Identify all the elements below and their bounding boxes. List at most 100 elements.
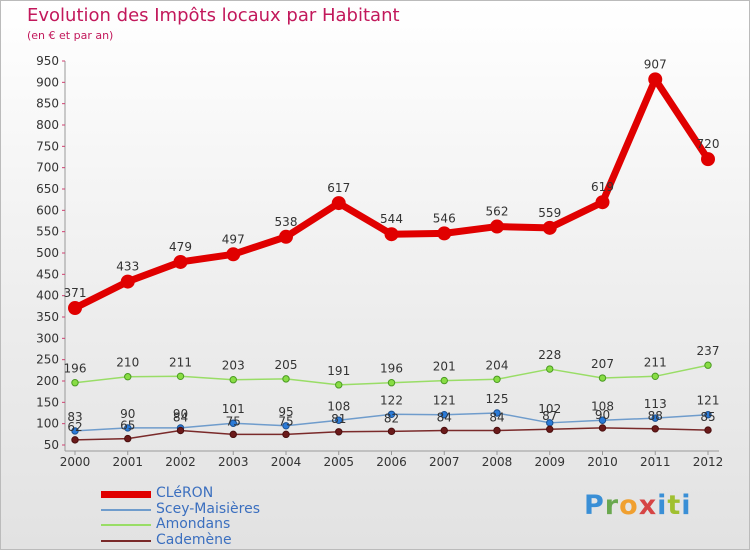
- y-tick-label: 50: [44, 438, 59, 452]
- x-tick-label: 2010: [587, 455, 618, 469]
- y-tick-label: 800: [36, 118, 59, 132]
- data-point: [387, 379, 396, 387]
- data-point: [71, 379, 79, 387]
- x-tick-label: 2002: [165, 455, 196, 469]
- proxiti-logo: Proxiti: [584, 490, 692, 521]
- chart-data-labels: 196 210 211 203 205 191 196 201 204 228 207 211 237 8…: [64, 57, 720, 434]
- legend-swatch: [101, 508, 151, 511]
- data-point: [598, 424, 607, 432]
- data-point: [437, 226, 452, 241]
- data-label: 237: [697, 344, 720, 358]
- data-label: 433: [116, 260, 139, 274]
- data-label: 62: [67, 420, 82, 434]
- chart-title: Evolution des Impôts locaux par Habitant: [27, 5, 400, 26]
- data-label: 101: [222, 402, 245, 416]
- x-tick-label: 2003: [218, 455, 249, 469]
- y-tick-label: 450: [36, 267, 59, 281]
- data-point: [282, 422, 290, 430]
- data-label: 907: [644, 57, 667, 71]
- data-point: [279, 229, 293, 244]
- data-point: [651, 425, 659, 433]
- data-point: [598, 374, 607, 382]
- y-tick-label: 300: [36, 331, 59, 345]
- data-point: [282, 430, 290, 439]
- data-label: 546: [433, 211, 456, 225]
- data-point: [648, 72, 663, 87]
- y-tick-label: 700: [36, 161, 59, 175]
- y-tick-label: 250: [36, 353, 59, 367]
- legend-swatch: [101, 490, 151, 498]
- data-label: 210: [116, 356, 139, 370]
- data-point: [701, 152, 715, 167]
- data-label: 617: [327, 181, 350, 195]
- data-label: 125: [486, 392, 509, 406]
- data-label: 538: [275, 215, 298, 229]
- data-label: 81: [331, 412, 346, 426]
- data-point: [546, 365, 554, 373]
- data-point: [124, 373, 132, 381]
- y-tick-label: 850: [36, 97, 59, 111]
- data-point: [546, 425, 554, 433]
- data-label: 84: [489, 410, 504, 424]
- data-label: 211: [169, 355, 192, 369]
- legend-swatch: [101, 539, 151, 542]
- y-tick-label: 150: [36, 395, 59, 409]
- x-tick-label: 2005: [323, 455, 354, 469]
- data-label: 90: [173, 407, 188, 421]
- y-tick-label: 600: [36, 203, 59, 217]
- data-point: [229, 419, 237, 427]
- data-label: 84: [437, 410, 452, 424]
- data-label: 75: [278, 414, 293, 428]
- data-label: 497: [222, 232, 245, 246]
- data-point: [335, 416, 343, 424]
- data-point: [651, 372, 659, 381]
- data-label: 211: [644, 355, 667, 369]
- data-label: 75: [226, 414, 241, 428]
- x-tick-label: 2001: [112, 455, 143, 469]
- data-label: 371: [64, 286, 87, 300]
- data-point: [651, 414, 659, 422]
- data-point: [440, 411, 448, 419]
- chart-axes: 50 100 150 200 250 300 350 400 450 500 550 600 650 70…: [36, 54, 723, 469]
- data-point: [335, 381, 343, 389]
- data-label: 88: [648, 409, 663, 423]
- data-label: 479: [169, 240, 192, 254]
- data-point: [229, 430, 237, 439]
- data-point: [384, 227, 399, 242]
- data-label: 85: [700, 410, 715, 424]
- y-tick-label: 400: [36, 289, 59, 303]
- data-label: 562: [486, 205, 509, 219]
- x-tick-label: 2007: [429, 455, 460, 469]
- y-tick-label: 350: [36, 310, 59, 324]
- data-point: [68, 301, 82, 316]
- data-label: 113: [644, 397, 667, 411]
- data-label: 196: [380, 362, 403, 376]
- data-label: 121: [433, 394, 456, 408]
- legend-label: Scey-Maisières: [156, 500, 260, 517]
- chart-series: [68, 72, 715, 444]
- data-point: [493, 375, 501, 383]
- data-point: [595, 195, 610, 210]
- data-label: 108: [327, 399, 350, 413]
- data-point: [120, 274, 135, 289]
- data-label: 82: [384, 411, 399, 425]
- data-point: [490, 219, 504, 234]
- data-point: [124, 424, 132, 432]
- data-point: [226, 247, 241, 262]
- chart-subtitle: (en € et par an): [27, 29, 114, 42]
- data-label: 65: [120, 419, 135, 433]
- data-label: 83: [67, 410, 82, 424]
- data-point: [387, 410, 396, 418]
- data-label: 203: [222, 359, 245, 373]
- x-tick-label: 2000: [60, 455, 91, 469]
- data-label: 95: [278, 405, 293, 419]
- data-label: 207: [591, 357, 614, 371]
- data-point: [331, 196, 346, 211]
- data-label: 544: [380, 212, 403, 226]
- data-label: 205: [275, 358, 298, 372]
- data-label: 720: [697, 137, 720, 151]
- data-label: 121: [697, 394, 720, 408]
- data-point: [704, 361, 712, 369]
